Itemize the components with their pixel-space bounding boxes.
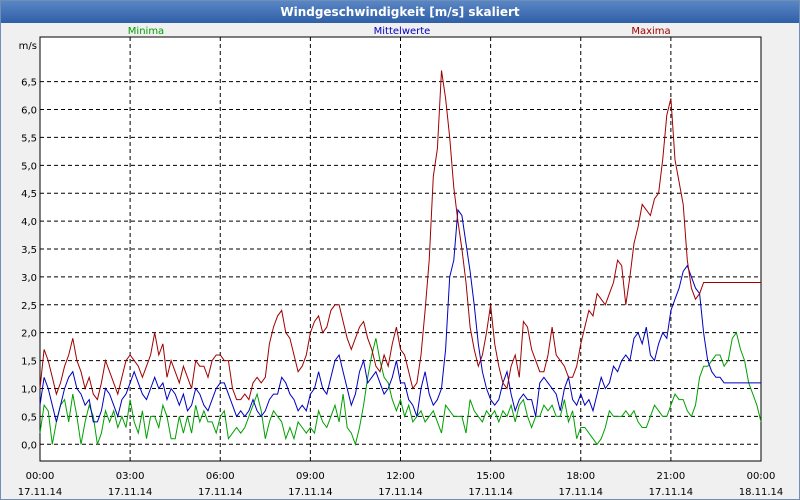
x-tick-date: 17.11.14	[649, 487, 694, 498]
x-tick-date: 17.11.14	[468, 487, 513, 498]
y-tick-label: 5,0	[21, 161, 37, 172]
x-tick-time: 06:00	[206, 471, 235, 482]
y-tick-label: 4,0	[21, 217, 37, 228]
x-tick-time: 12:00	[386, 471, 415, 482]
series-line-mittelwerte	[39, 208, 761, 423]
x-tick-time: 09:00	[296, 471, 325, 482]
y-tick-label: 3,0	[21, 273, 37, 284]
x-tick-time: 21:00	[656, 471, 685, 482]
x-tick-time: 00:00	[26, 471, 55, 482]
y-tick-label: 0,5	[21, 412, 37, 423]
y-axis-label: m/s	[19, 41, 37, 52]
x-tick-date: 17.11.14	[558, 487, 603, 498]
x-tick-time: 15:00	[476, 471, 505, 482]
x-tick-date: 17.11.14	[198, 487, 243, 498]
x-tick-date: 18.11.14	[739, 487, 784, 498]
legend-entry: Maxima	[631, 26, 670, 37]
y-tick-label: 1,0	[21, 384, 37, 395]
x-tick-time: 03:00	[116, 471, 145, 482]
y-tick-label: 6,0	[21, 106, 37, 117]
x-tick-time: 18:00	[566, 471, 595, 482]
y-tick-label: 2,0	[21, 329, 37, 340]
x-tick-date: 17.11.14	[288, 487, 333, 498]
y-tick-label: 6,5	[21, 78, 37, 89]
y-tick-label: 2,5	[21, 301, 37, 312]
y-tick-label: 4,5	[21, 189, 37, 200]
y-tick-label: 1,5	[21, 357, 37, 368]
legend-entry: Mittelwerte	[374, 26, 431, 37]
x-tick-date: 17.11.14	[378, 487, 423, 498]
y-tick-label: 3,5	[21, 245, 37, 256]
y-tick-label: 5,5	[21, 133, 37, 144]
series-line-minima	[39, 331, 762, 447]
legend-entry: Minima	[128, 26, 164, 37]
x-tick-date: 17.11.14	[108, 487, 153, 498]
window-title: Windgeschwindigkeit [m/s] skaliert	[1, 1, 799, 23]
series-line-maxima	[39, 70, 761, 401]
x-tick-time: 00:00	[747, 471, 776, 482]
x-tick-date: 17.11.14	[18, 487, 63, 498]
y-tick-label: 0,0	[21, 440, 37, 451]
